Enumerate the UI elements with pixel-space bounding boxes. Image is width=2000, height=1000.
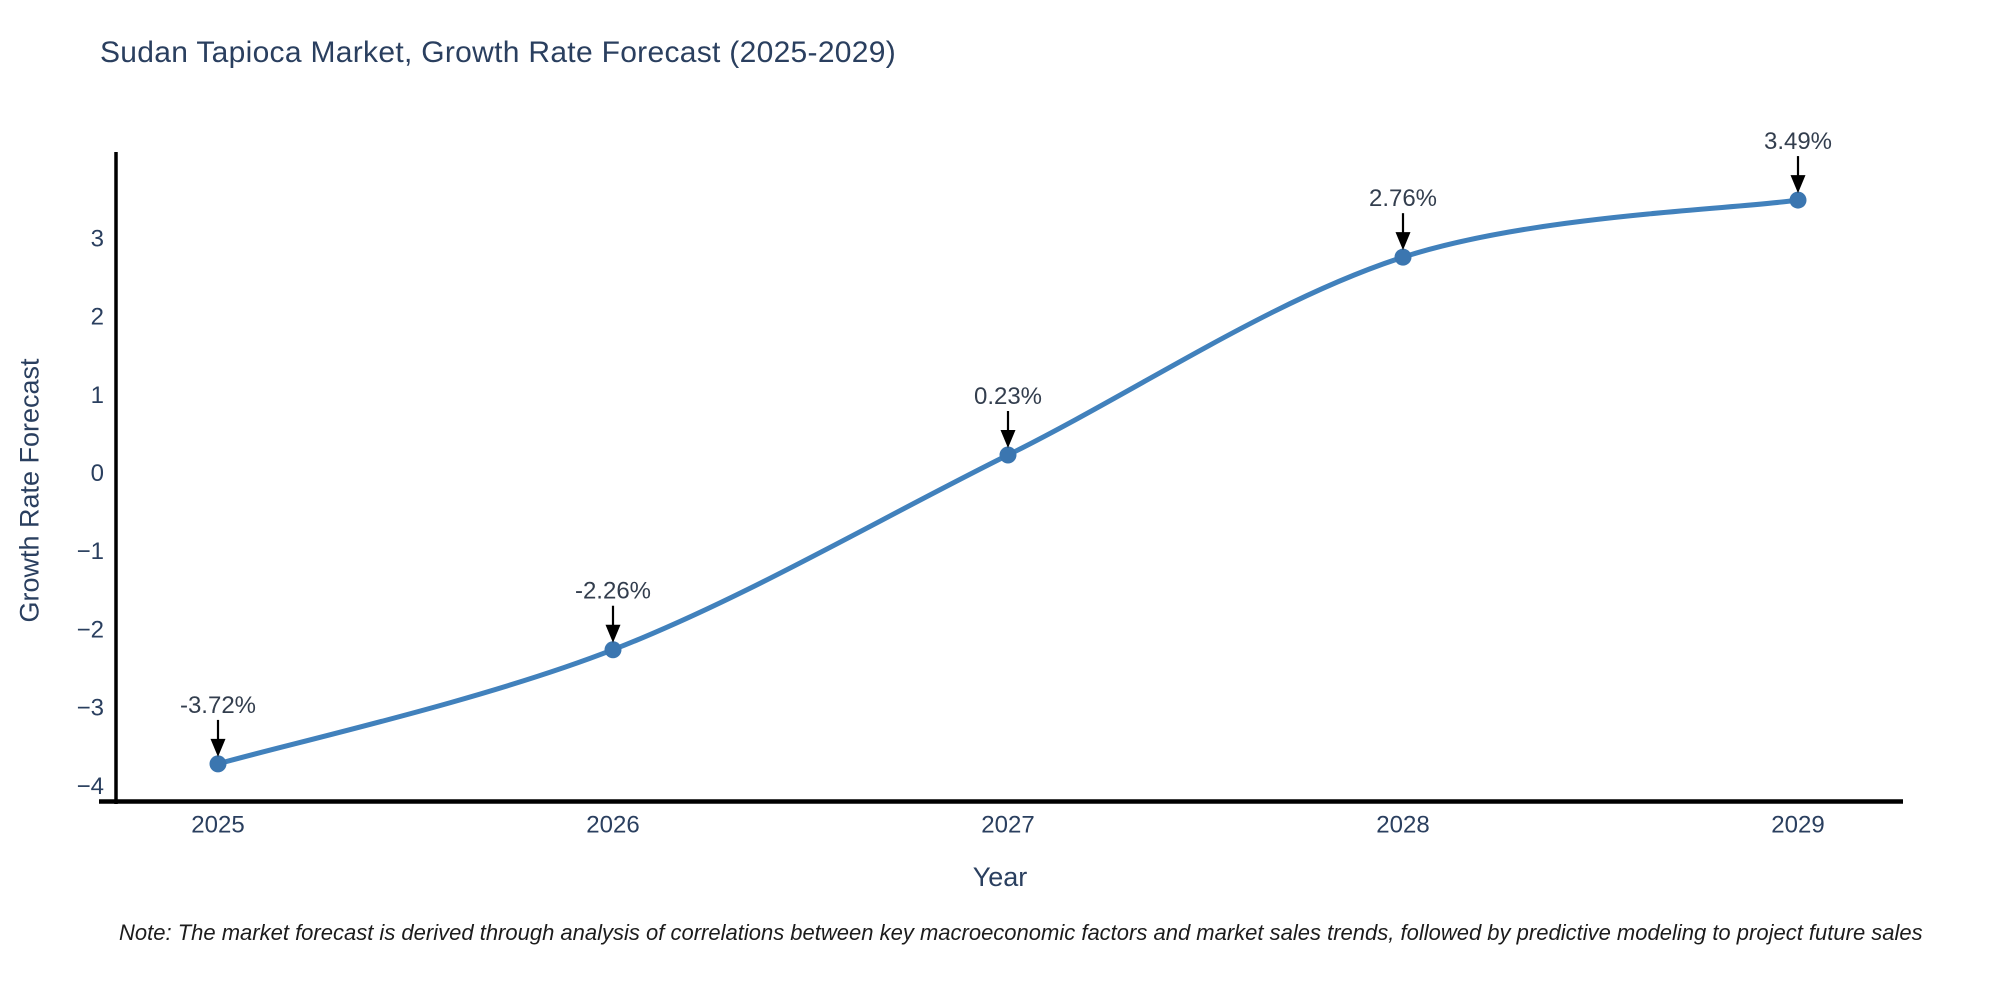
chart-title: Sudan Tapioca Market, Growth Rate Foreca… (100, 36, 897, 69)
x-tick-label: 2027 (981, 812, 1034, 839)
annotation-arrow-head (605, 624, 621, 643)
y-tick-label: 1 (91, 382, 104, 409)
annotation-arrow-head (210, 738, 226, 757)
data-point-label: -3.72% (180, 692, 256, 719)
data-point-2029[interactable] (1789, 191, 1807, 209)
data-point-label: 0.23% (974, 383, 1042, 410)
data-point-2026[interactable] (604, 641, 622, 659)
x-axis-title: Year (972, 862, 1028, 892)
data-point-2025[interactable] (209, 755, 227, 773)
y-axis-title: Growth Rate Forecast (14, 358, 45, 623)
annotation-arrow-head (1000, 430, 1016, 449)
x-tick-label: 2028 (1376, 812, 1429, 839)
annotation-arrow-head (1790, 175, 1806, 194)
x-tick-label: 2025 (191, 812, 244, 839)
data-point-2028[interactable] (1394, 248, 1412, 266)
x-tick-label: 2026 (586, 812, 639, 839)
y-tick-label: 3 (91, 225, 104, 252)
data-point-label: 3.49% (1764, 128, 1832, 155)
y-tick-label: 0 (91, 460, 104, 487)
data-point-2027[interactable] (999, 446, 1017, 464)
y-tick-label: −1 (77, 538, 104, 565)
y-tick-label: 2 (91, 304, 104, 331)
forecast-line (215, 197, 1801, 767)
x-tick-label: 2029 (1771, 812, 1824, 839)
y-tick-label: −3 (77, 695, 104, 722)
data-point-label: 2.76% (1369, 185, 1437, 212)
y-tick-label: −4 (77, 773, 104, 800)
footnote: Note: The market forecast is derived thr… (119, 920, 1923, 945)
data-point-label: -2.26% (575, 578, 651, 605)
y-tick-label: −2 (77, 616, 104, 643)
annotation-arrow-head (1395, 232, 1411, 251)
